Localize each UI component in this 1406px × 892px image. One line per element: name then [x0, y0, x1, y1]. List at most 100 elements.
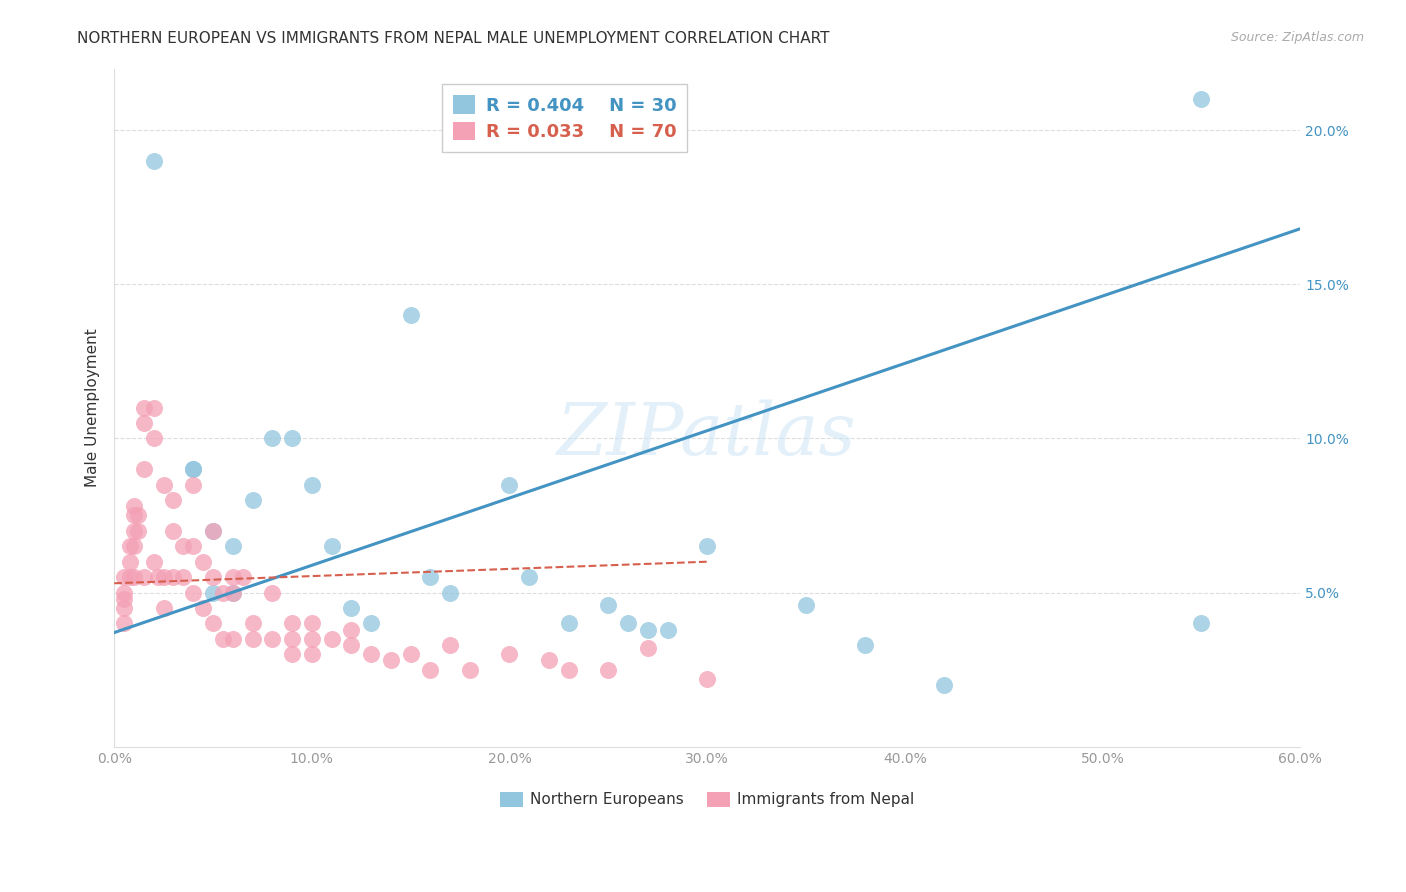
Point [132, 462, 155, 476]
Point [301, 632, 323, 646]
Point [321, 632, 343, 646]
Point [122, 539, 145, 553]
Point [142, 555, 165, 569]
Point [122, 500, 145, 514]
Point [360, 647, 382, 661]
Point [152, 477, 174, 491]
Point [637, 623, 659, 637]
Point [202, 616, 225, 631]
Point [142, 401, 165, 415]
Point [122, 508, 145, 523]
Point [558, 663, 581, 677]
Point [191, 601, 214, 615]
Point [439, 585, 461, 599]
Point [127, 524, 149, 538]
Point [598, 663, 620, 677]
Point [122, 570, 145, 584]
Point [112, 601, 135, 615]
Point [181, 539, 204, 553]
Point [112, 585, 135, 599]
Point [132, 570, 155, 584]
Point [212, 632, 235, 646]
Point [132, 416, 155, 430]
Point [152, 570, 174, 584]
Text: NORTHERN EUROPEAN VS IMMIGRANTS FROM NEPAL MALE UNEMPLOYMENT CORRELATION CHART: NORTHERN EUROPEAN VS IMMIGRANTS FROM NEP… [77, 31, 830, 46]
Point [152, 601, 174, 615]
Point [181, 477, 204, 491]
Point [262, 632, 284, 646]
Point [439, 638, 461, 652]
Point [142, 431, 165, 445]
Point [112, 570, 135, 584]
Point [262, 431, 284, 445]
Point [498, 647, 520, 661]
Point [321, 539, 343, 553]
Point [1189, 616, 1212, 631]
Point [112, 616, 135, 631]
Point [242, 493, 264, 508]
Point [122, 524, 145, 538]
Point [127, 508, 149, 523]
Point [637, 640, 659, 655]
Point [118, 555, 141, 569]
Point [242, 632, 264, 646]
Point [458, 663, 481, 677]
Point [172, 570, 194, 584]
Point [142, 153, 165, 168]
Point [794, 598, 817, 612]
Point [281, 616, 304, 631]
Point [202, 570, 225, 584]
Point [202, 524, 225, 538]
Point [498, 477, 520, 491]
Point [1189, 92, 1212, 106]
Point [202, 585, 225, 599]
Point [360, 616, 382, 631]
Point [696, 539, 718, 553]
Point [118, 570, 141, 584]
Point [118, 539, 141, 553]
Y-axis label: Male Unemployment: Male Unemployment [86, 328, 100, 487]
Point [419, 663, 441, 677]
Point [112, 591, 135, 606]
Point [222, 585, 245, 599]
Point [232, 570, 254, 584]
Point [657, 623, 679, 637]
Point [146, 570, 169, 584]
Point [222, 632, 245, 646]
Point [301, 647, 323, 661]
Text: ZIPatlas: ZIPatlas [557, 400, 856, 470]
Point [162, 524, 184, 538]
Point [340, 638, 363, 652]
Text: Source: ZipAtlas.com: Source: ZipAtlas.com [1230, 31, 1364, 45]
Point [558, 616, 581, 631]
Point [181, 462, 204, 476]
Point [281, 647, 304, 661]
Point [853, 638, 876, 652]
Point [934, 678, 956, 692]
Point [181, 585, 204, 599]
Point [517, 570, 540, 584]
Point [301, 477, 323, 491]
Point [340, 623, 363, 637]
Point [399, 308, 422, 322]
Point [399, 647, 422, 661]
Point [222, 570, 245, 584]
Point [380, 653, 402, 667]
Point [537, 653, 560, 667]
Point [212, 585, 235, 599]
Point [242, 616, 264, 631]
Point [598, 598, 620, 612]
Legend: Northern Europeans, Immigrants from Nepal: Northern Europeans, Immigrants from Nepa… [494, 785, 921, 814]
Point [696, 672, 718, 686]
Point [281, 632, 304, 646]
Point [162, 570, 184, 584]
Point [132, 401, 155, 415]
Point [222, 539, 245, 553]
Point [262, 585, 284, 599]
Point [419, 570, 441, 584]
Point [191, 555, 214, 569]
Point [340, 601, 363, 615]
Point [617, 616, 640, 631]
Point [181, 462, 204, 476]
Point [202, 524, 225, 538]
